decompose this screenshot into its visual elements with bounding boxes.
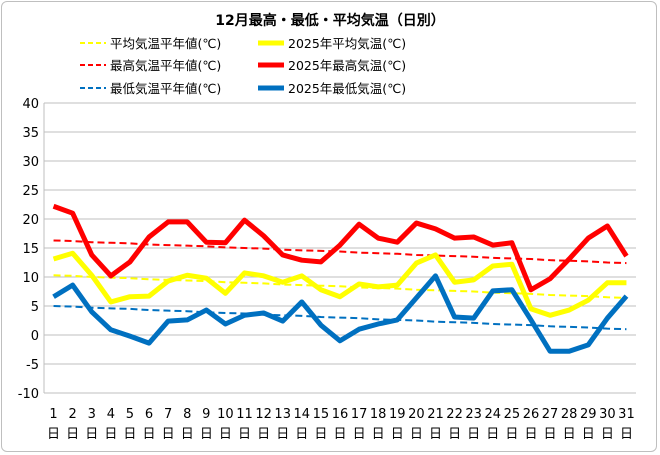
chart-title: 12月最高・最低・平均気温（日別） — [215, 12, 444, 29]
legend-label: 最高気温平年値(℃) — [110, 58, 221, 73]
x-tick-label: 18 — [370, 407, 387, 422]
x-tick-unit: 日 — [620, 427, 633, 442]
x-tick-unit: 日 — [601, 427, 614, 442]
y-tick-label: -10 — [18, 387, 39, 402]
x-tick-unit: 日 — [181, 427, 194, 442]
x-tick-unit: 日 — [257, 427, 270, 442]
x-tick-unit: 日 — [448, 427, 461, 442]
y-tick-label: 5 — [31, 300, 39, 315]
x-tick-unit: 日 — [295, 427, 308, 442]
x-tick-label: 30 — [599, 407, 616, 422]
x-tick-unit: 日 — [104, 427, 117, 442]
x-tick-unit: 日 — [47, 427, 60, 442]
x-tick-label: 20 — [408, 407, 425, 422]
x-tick-label: 17 — [351, 407, 368, 422]
legend-label: 平均気温平年値(℃) — [110, 36, 221, 51]
x-tick-unit: 日 — [200, 427, 213, 442]
x-tick-label: 21 — [427, 407, 444, 422]
x-tick-label: 5 — [126, 407, 134, 422]
x-tick-unit: 日 — [505, 427, 518, 442]
x-tick-unit: 日 — [372, 427, 385, 442]
x-tick-label: 13 — [274, 407, 291, 422]
legend-label: 2025年平均気温(℃) — [288, 36, 406, 51]
x-tick-unit: 日 — [238, 427, 251, 442]
x-tick-unit: 日 — [391, 427, 404, 442]
series-line-1 — [52, 250, 627, 318]
x-tick-label: 29 — [580, 407, 597, 422]
series-line-0 — [53, 274, 627, 299]
y-tick-label: 25 — [22, 184, 39, 199]
x-tick-unit: 日 — [219, 427, 232, 442]
x-tick-unit: 日 — [276, 427, 289, 442]
x-tick-label: 6 — [145, 407, 153, 422]
x-tick-unit: 日 — [544, 427, 557, 442]
x-tick-label: 7 — [164, 407, 172, 422]
y-tick-label: -5 — [26, 358, 39, 373]
series-line-2 — [53, 239, 627, 265]
x-tick-unit: 日 — [410, 427, 423, 442]
x-tick-label: 23 — [465, 407, 482, 422]
x-tick-label: 31 — [618, 407, 635, 422]
y-tick-label: 15 — [22, 242, 39, 257]
x-tick-label: 22 — [446, 407, 463, 422]
y-tick-label: 40 — [22, 97, 39, 112]
x-tick-label: 14 — [294, 407, 311, 422]
x-tick-unit: 日 — [123, 427, 136, 442]
x-tick-unit: 日 — [333, 427, 346, 442]
x-tick-unit: 日 — [429, 427, 442, 442]
x-tick-label: 12 — [255, 407, 272, 422]
series-line-5 — [52, 273, 629, 354]
x-tick-label: 1 — [49, 407, 57, 422]
x-tick-label: 11 — [236, 407, 253, 422]
x-tick-unit: 日 — [85, 427, 98, 442]
y-tick-label: 20 — [22, 213, 39, 228]
x-tick-label: 15 — [313, 407, 330, 422]
y-tick-label: 35 — [22, 126, 39, 141]
x-tick-unit: 日 — [314, 427, 327, 442]
series-line-3 — [52, 203, 629, 293]
x-tick-label: 9 — [202, 407, 210, 422]
x-tick-unit: 日 — [467, 427, 480, 442]
x-tick-label: 8 — [183, 407, 191, 422]
x-tick-unit: 日 — [143, 427, 156, 442]
x-tick-label: 10 — [217, 407, 234, 422]
x-tick-label: 26 — [523, 407, 540, 422]
legend-label: 最低気温平年値(℃) — [110, 81, 221, 96]
y-tick-label: 10 — [22, 271, 39, 286]
x-tick-label: 24 — [485, 407, 502, 422]
y-tick-label: 30 — [22, 155, 39, 170]
series-line-4 — [53, 305, 627, 331]
x-tick-label: 4 — [107, 407, 115, 422]
x-tick-label: 28 — [561, 407, 578, 422]
x-tick-label: 2 — [69, 407, 77, 422]
x-tick-unit: 日 — [582, 427, 595, 442]
x-tick-unit: 日 — [66, 427, 79, 442]
legend-label: 2025年最高気温(℃) — [288, 58, 406, 73]
x-tick-label: 3 — [88, 407, 96, 422]
x-tick-unit: 日 — [353, 427, 366, 442]
y-tick-label: 0 — [31, 329, 39, 344]
x-tick-label: 25 — [504, 407, 521, 422]
x-tick-unit: 日 — [563, 427, 576, 442]
x-tick-unit: 日 — [486, 427, 499, 442]
x-tick-unit: 日 — [524, 427, 537, 442]
x-tick-label: 27 — [542, 407, 559, 422]
x-tick-unit: 日 — [162, 427, 175, 442]
x-tick-label: 16 — [332, 407, 349, 422]
x-tick-label: 19 — [389, 407, 406, 422]
legend-label: 2025年最低気温(℃) — [288, 81, 406, 96]
